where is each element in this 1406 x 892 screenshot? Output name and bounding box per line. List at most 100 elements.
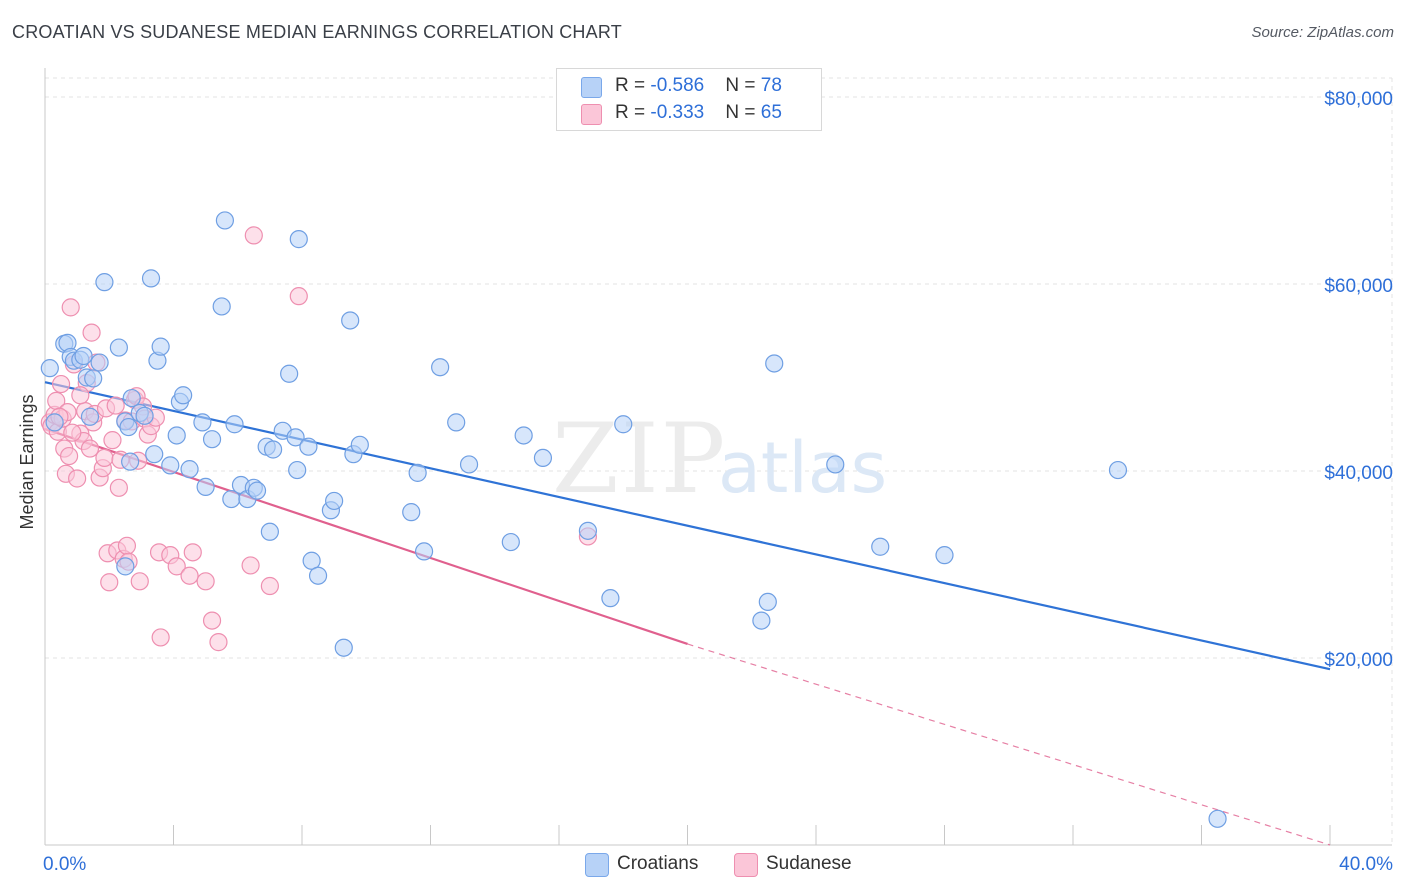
point-croatians [80,407,100,426]
croatians-legend-swatch [585,853,609,877]
point-croatians [765,354,784,373]
point-croatians [180,460,199,479]
point-croatians [280,364,299,383]
point-croatians [578,521,598,540]
correlation-legend: R = -0.586 N = 78 R = -0.333 N = 65 [556,68,822,131]
point-croatians [215,211,234,230]
point-croatians [45,413,64,432]
point-croatians [447,413,466,432]
x-tick-label-max: 40.0% [1339,854,1393,875]
point-sudanese [80,439,100,458]
point-croatians [212,297,231,316]
point-croatians [145,445,164,464]
point-croatians [260,522,279,541]
y-axis-label: Median Earnings [17,394,37,529]
point-sudanese [106,396,125,415]
point-croatians [193,413,212,432]
point-croatians [402,503,421,522]
point-croatians [1108,460,1128,480]
point-croatians [614,415,633,434]
point-sudanese [51,374,71,394]
point-croatians [501,532,520,552]
point-croatians [196,477,215,496]
point-sudanese [82,323,101,342]
point-sudanese [103,431,122,450]
r-value-croatians: -0.586 [650,75,705,96]
point-croatians [247,481,267,500]
point-croatians [533,448,553,468]
sudanese-swatch [581,104,602,125]
point-sudanese [151,628,170,647]
point-sudanese [289,287,308,306]
point-croatians [341,311,360,330]
point-sudanese [100,573,119,592]
point-croatians [431,358,450,377]
point-sudanese [244,226,263,245]
trend-line-sudanese [44,427,688,646]
n-label: N = [725,102,761,123]
point-sudanese [71,386,90,405]
point-croatians [408,463,427,482]
point-croatians [935,546,954,565]
point-croatians [202,430,222,449]
point-croatians [225,415,244,434]
point-croatians [74,346,93,366]
r-value-sudanese: -0.333 [650,102,705,123]
point-croatians [121,452,140,471]
point-croatians [302,551,321,570]
point-sudanese [167,557,186,576]
point-sudanese [117,536,137,555]
trend-line-croatians [44,381,1331,671]
point-croatians [151,337,170,356]
point-croatians [758,592,777,612]
point-sudanese [196,572,215,591]
point-croatians [871,537,890,556]
point-croatians [308,566,328,585]
axis-labels: $20,000 $40,000 $60,000 $80,000 0.0% 40.0% Med… [17,89,1393,875]
y-tick-label: $20,000 [1324,650,1393,671]
r-label: R = [615,75,651,96]
n-value-croatians: 78 [760,75,782,96]
n-label: N = [725,75,761,96]
point-croatians [826,455,845,474]
point-sudanese [130,572,149,591]
y-tick-label: $80,000 [1324,89,1393,110]
point-croatians [299,437,318,456]
data-points [40,211,1227,828]
point-sudanese [109,478,128,497]
sudanese-legend-label: Sudanese [766,853,852,874]
x-tick-label-min: 0.0% [43,854,86,875]
point-croatians [40,359,59,378]
point-sudanese [68,469,87,488]
point-croatians [119,417,138,437]
point-croatians [84,369,103,388]
point-croatians [514,426,533,445]
r-label: R = [615,102,651,123]
point-croatians [325,491,344,511]
point-croatians [161,456,180,475]
watermark-atlas: atlas [718,427,887,509]
trend-line-sudanese-extrapolated [687,643,1331,846]
chart-source: Source: ZipAtlas.com [1251,24,1394,41]
point-sudanese [63,423,82,442]
point-croatians [289,230,308,249]
point-croatians [459,455,479,474]
watermark: ZIP atlas [552,403,887,515]
point-sudanese [209,633,228,652]
croatians-legend-label: Croatians [617,853,699,874]
watermark-zip: ZIP [552,403,727,515]
point-sudanese [183,543,202,562]
point-croatians [752,611,771,630]
point-sudanese [202,611,222,630]
point-croatians [288,460,307,480]
point-croatians [141,269,161,288]
y-tick-label: $40,000 [1324,463,1393,484]
point-croatians [116,557,135,576]
point-sudanese [241,556,260,575]
n-value-sudanese: 65 [760,102,782,123]
point-croatians [414,542,434,561]
point-croatians [95,273,114,292]
y-tick-label: $60,000 [1324,276,1393,297]
point-croatians [601,589,620,608]
